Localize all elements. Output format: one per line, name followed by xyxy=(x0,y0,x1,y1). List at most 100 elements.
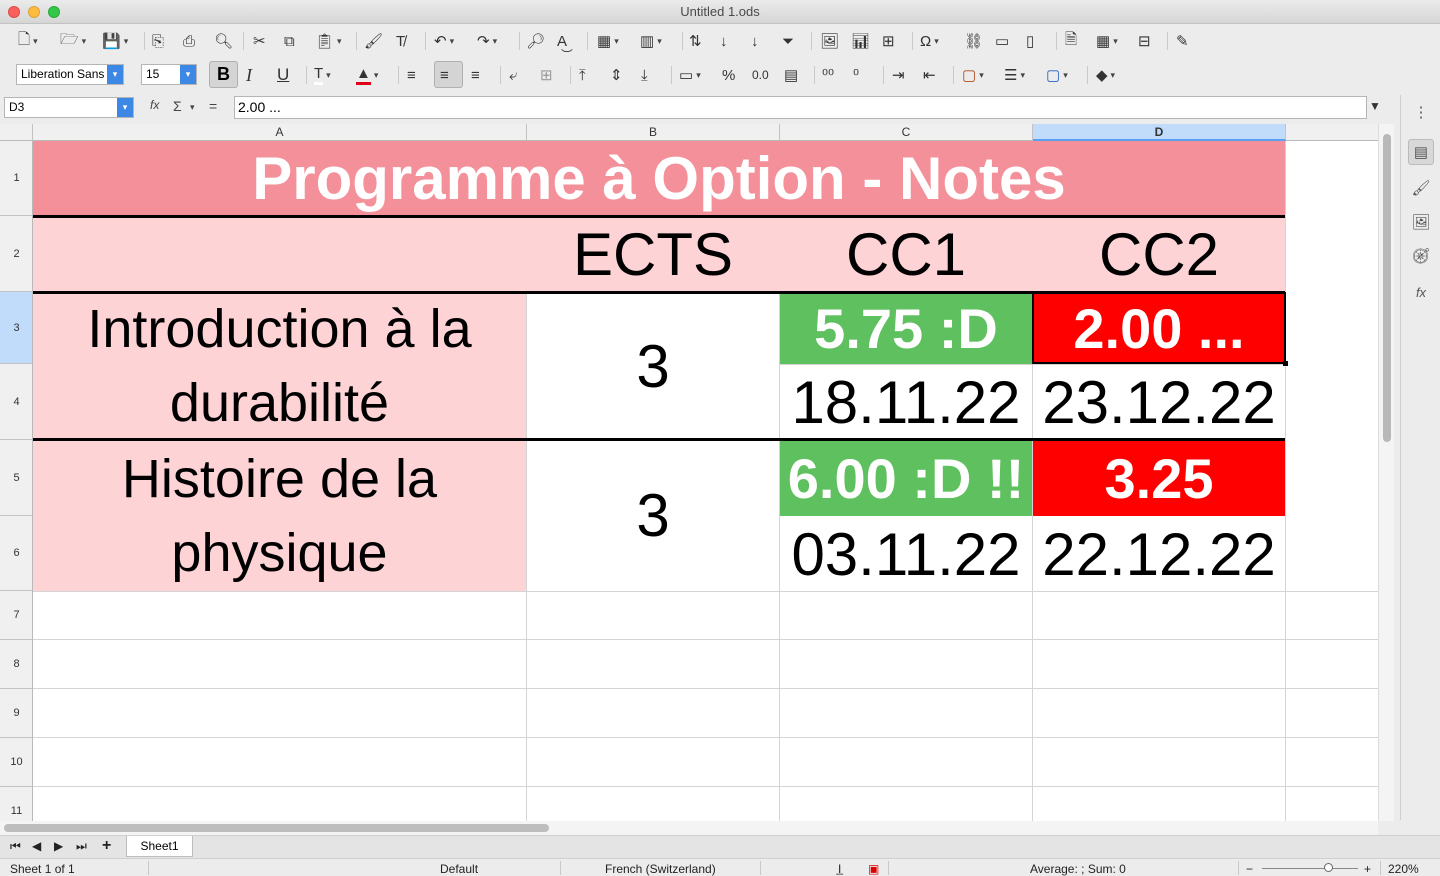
name-box[interactable]: D3 ▾ xyxy=(4,97,134,118)
sort-descending-icon[interactable]: ↓ xyxy=(751,32,759,50)
percent-format-button[interactable]: % xyxy=(722,66,736,84)
merge-cells-icon[interactable]: ⊞ xyxy=(540,67,553,84)
export-pdf-icon[interactable]: ⎘ xyxy=(152,32,165,50)
print-preview-icon[interactable]: 🔍︎ xyxy=(214,33,234,50)
font-size-dropdown-icon[interactable]: ▾ xyxy=(180,65,196,84)
header-ects-cell[interactable]: ECTS xyxy=(572,220,734,288)
zoom-slider[interactable] xyxy=(1262,868,1358,869)
font-name-dropdown-icon[interactable]: ▾ xyxy=(107,65,123,84)
currency-format-icon[interactable]: ▭ xyxy=(679,64,701,86)
zoom-level-text[interactable]: 220% xyxy=(1388,862,1419,876)
wrap-text-icon[interactable]: ⤶ xyxy=(509,66,518,84)
page-style-text[interactable]: Default xyxy=(440,862,479,876)
date-format-icon[interactable]: ▤ xyxy=(784,67,799,84)
italic-button[interactable]: I xyxy=(246,64,252,85)
row-header-1[interactable]: 1 xyxy=(0,141,32,216)
select-all-corner[interactable] xyxy=(0,124,33,141)
sidebar-menu-icon[interactable]: ⋮ xyxy=(1413,104,1429,121)
navigator-icon[interactable]: 🧭︎ xyxy=(1411,248,1431,265)
number-format-button[interactable]: 0.0 xyxy=(752,68,769,82)
add-sheet-icon[interactable]: + xyxy=(102,837,112,854)
cc2-date-cell[interactable]: 22.12.22 xyxy=(1033,517,1285,591)
column-icon[interactable]: ▥ xyxy=(640,30,662,52)
row-header-5[interactable]: 5 xyxy=(0,440,32,516)
row-header-9[interactable]: 9 xyxy=(0,689,32,738)
column-header-b[interactable]: B xyxy=(527,124,780,141)
name-box-dropdown-icon[interactable]: ▾ xyxy=(117,98,133,117)
vertical-scroll-thumb[interactable] xyxy=(1383,134,1391,442)
find-replace-icon[interactable]: 🔎︎ xyxy=(526,33,546,50)
course-name-cell[interactable]: Histoire de la physique xyxy=(33,440,526,591)
align-right-icon[interactable]: ≡ xyxy=(471,66,480,84)
add-decimal-place-icon[interactable]: ⁰⁰ xyxy=(822,67,835,84)
font-name-combo[interactable]: Liberation Sans ▾ xyxy=(16,64,124,85)
row-header-8[interactable]: 8 xyxy=(0,640,32,689)
row-header-2[interactable]: 2 xyxy=(0,216,32,292)
row-header-10[interactable]: 10 xyxy=(0,738,32,787)
clear-formatting-icon[interactable]: T̸ xyxy=(396,32,406,50)
cc1-date-cell[interactable]: 03.11.22 xyxy=(780,517,1032,591)
minimize-window-button[interactable] xyxy=(28,6,40,18)
underline-button[interactable]: U xyxy=(277,65,290,84)
font-size-combo[interactable]: 15 ▾ xyxy=(141,64,197,85)
pivot-table-icon[interactable]: ⊞ xyxy=(882,33,895,50)
highlight-color-icon[interactable]: ▲ xyxy=(356,64,378,86)
align-center-button[interactable] xyxy=(434,61,463,88)
sort-icon[interactable]: ⇅ xyxy=(689,33,702,50)
define-print-area-icon[interactable]: 🗎 xyxy=(1065,30,1078,48)
zoom-slider-knob[interactable] xyxy=(1324,863,1333,872)
styles-icon[interactable]: 🖌︎ xyxy=(1411,180,1431,197)
fill-handle[interactable] xyxy=(1283,361,1288,366)
language-text[interactable]: French (Switzerland) xyxy=(605,862,716,876)
functions-icon[interactable]: fx xyxy=(1415,284,1427,300)
paste-icon[interactable]: 📋︎ xyxy=(315,30,342,52)
new-document-icon[interactable]: 🗋 xyxy=(18,30,38,52)
spreadsheet-grid[interactable]: Programme à Option - Notes ECTS CC1 CC2 … xyxy=(33,141,1378,821)
cc2-grade-cell[interactable]: 2.00 ... xyxy=(1033,292,1285,364)
save-icon[interactable]: 💾 xyxy=(102,30,128,52)
sheet-tab-sheet1[interactable]: Sheet1 xyxy=(126,836,193,857)
cc2-grade-cell[interactable]: 3.25 xyxy=(1033,440,1285,516)
next-sheet-icon[interactable]: ▶ xyxy=(54,839,64,853)
sum-dropdown-icon[interactable]: ▾ xyxy=(190,102,195,112)
horizontal-scrollbar[interactable] xyxy=(0,821,1378,835)
selection-mode-icon[interactable]: I̲ xyxy=(838,862,842,876)
align-center-icon[interactable]: ≡ xyxy=(440,66,449,84)
gallery-icon[interactable]: 🖼︎ xyxy=(1411,214,1431,231)
freeze-rows-columns-icon[interactable]: ▦ xyxy=(1096,30,1118,52)
headers-footers-icon[interactable]: ▯ xyxy=(1026,33,1035,50)
spelling-icon[interactable]: A͜ xyxy=(557,32,568,50)
decrease-indent-icon[interactable]: ⇤ xyxy=(923,67,936,84)
ects-cell[interactable]: 3 xyxy=(527,440,779,591)
vertical-scrollbar[interactable] xyxy=(1378,124,1394,821)
column-header-d[interactable]: D xyxy=(1033,124,1286,141)
course-name-cell[interactable]: Introduction à la durabilité xyxy=(33,292,526,440)
row-icon[interactable]: ▦ xyxy=(597,30,619,52)
cc1-grade-cell[interactable]: 6.00 :D !! xyxy=(780,440,1032,516)
row-header-6[interactable]: 6 xyxy=(0,516,32,591)
show-draw-functions-icon[interactable]: ✎ xyxy=(1176,33,1189,50)
cut-icon[interactable]: ✂ xyxy=(253,33,266,50)
formula-input[interactable]: 2.00 ... xyxy=(234,96,1367,119)
row-header-4[interactable]: 4 xyxy=(0,364,32,440)
open-folder-icon[interactable]: 🗁 xyxy=(60,30,86,52)
ects-cell[interactable]: 3 xyxy=(527,292,779,440)
border-style-icon[interactable]: ☰ xyxy=(1004,64,1025,86)
undo-icon[interactable]: ↶ xyxy=(434,30,454,52)
formula-button[interactable]: = xyxy=(209,98,218,114)
header-cc2-cell[interactable]: CC2 xyxy=(1098,220,1220,288)
sum-button[interactable]: Σ xyxy=(173,98,182,114)
cc2-date-cell[interactable]: 23.12.22 xyxy=(1033,365,1285,440)
properties-icon[interactable]: ▤ xyxy=(1408,139,1434,165)
zoom-in-button[interactable]: + xyxy=(1364,862,1372,876)
increase-indent-icon[interactable]: ⇥ xyxy=(892,67,905,84)
cc1-date-cell[interactable]: 18.11.22 xyxy=(780,365,1032,440)
redo-icon[interactable]: ↷ xyxy=(477,30,497,52)
insert-chart-icon[interactable]: 📊︎ xyxy=(851,33,871,50)
row-header-7[interactable]: 7 xyxy=(0,591,32,640)
special-character-icon[interactable]: Ω xyxy=(920,30,939,52)
border-color-icon[interactable]: ▢ xyxy=(1046,64,1068,86)
copy-icon[interactable]: ⧉ xyxy=(284,32,295,50)
hyperlink-icon[interactable]: ⛓︎ xyxy=(964,33,984,50)
autofilter-icon[interactable]: ⏷ xyxy=(782,32,795,50)
